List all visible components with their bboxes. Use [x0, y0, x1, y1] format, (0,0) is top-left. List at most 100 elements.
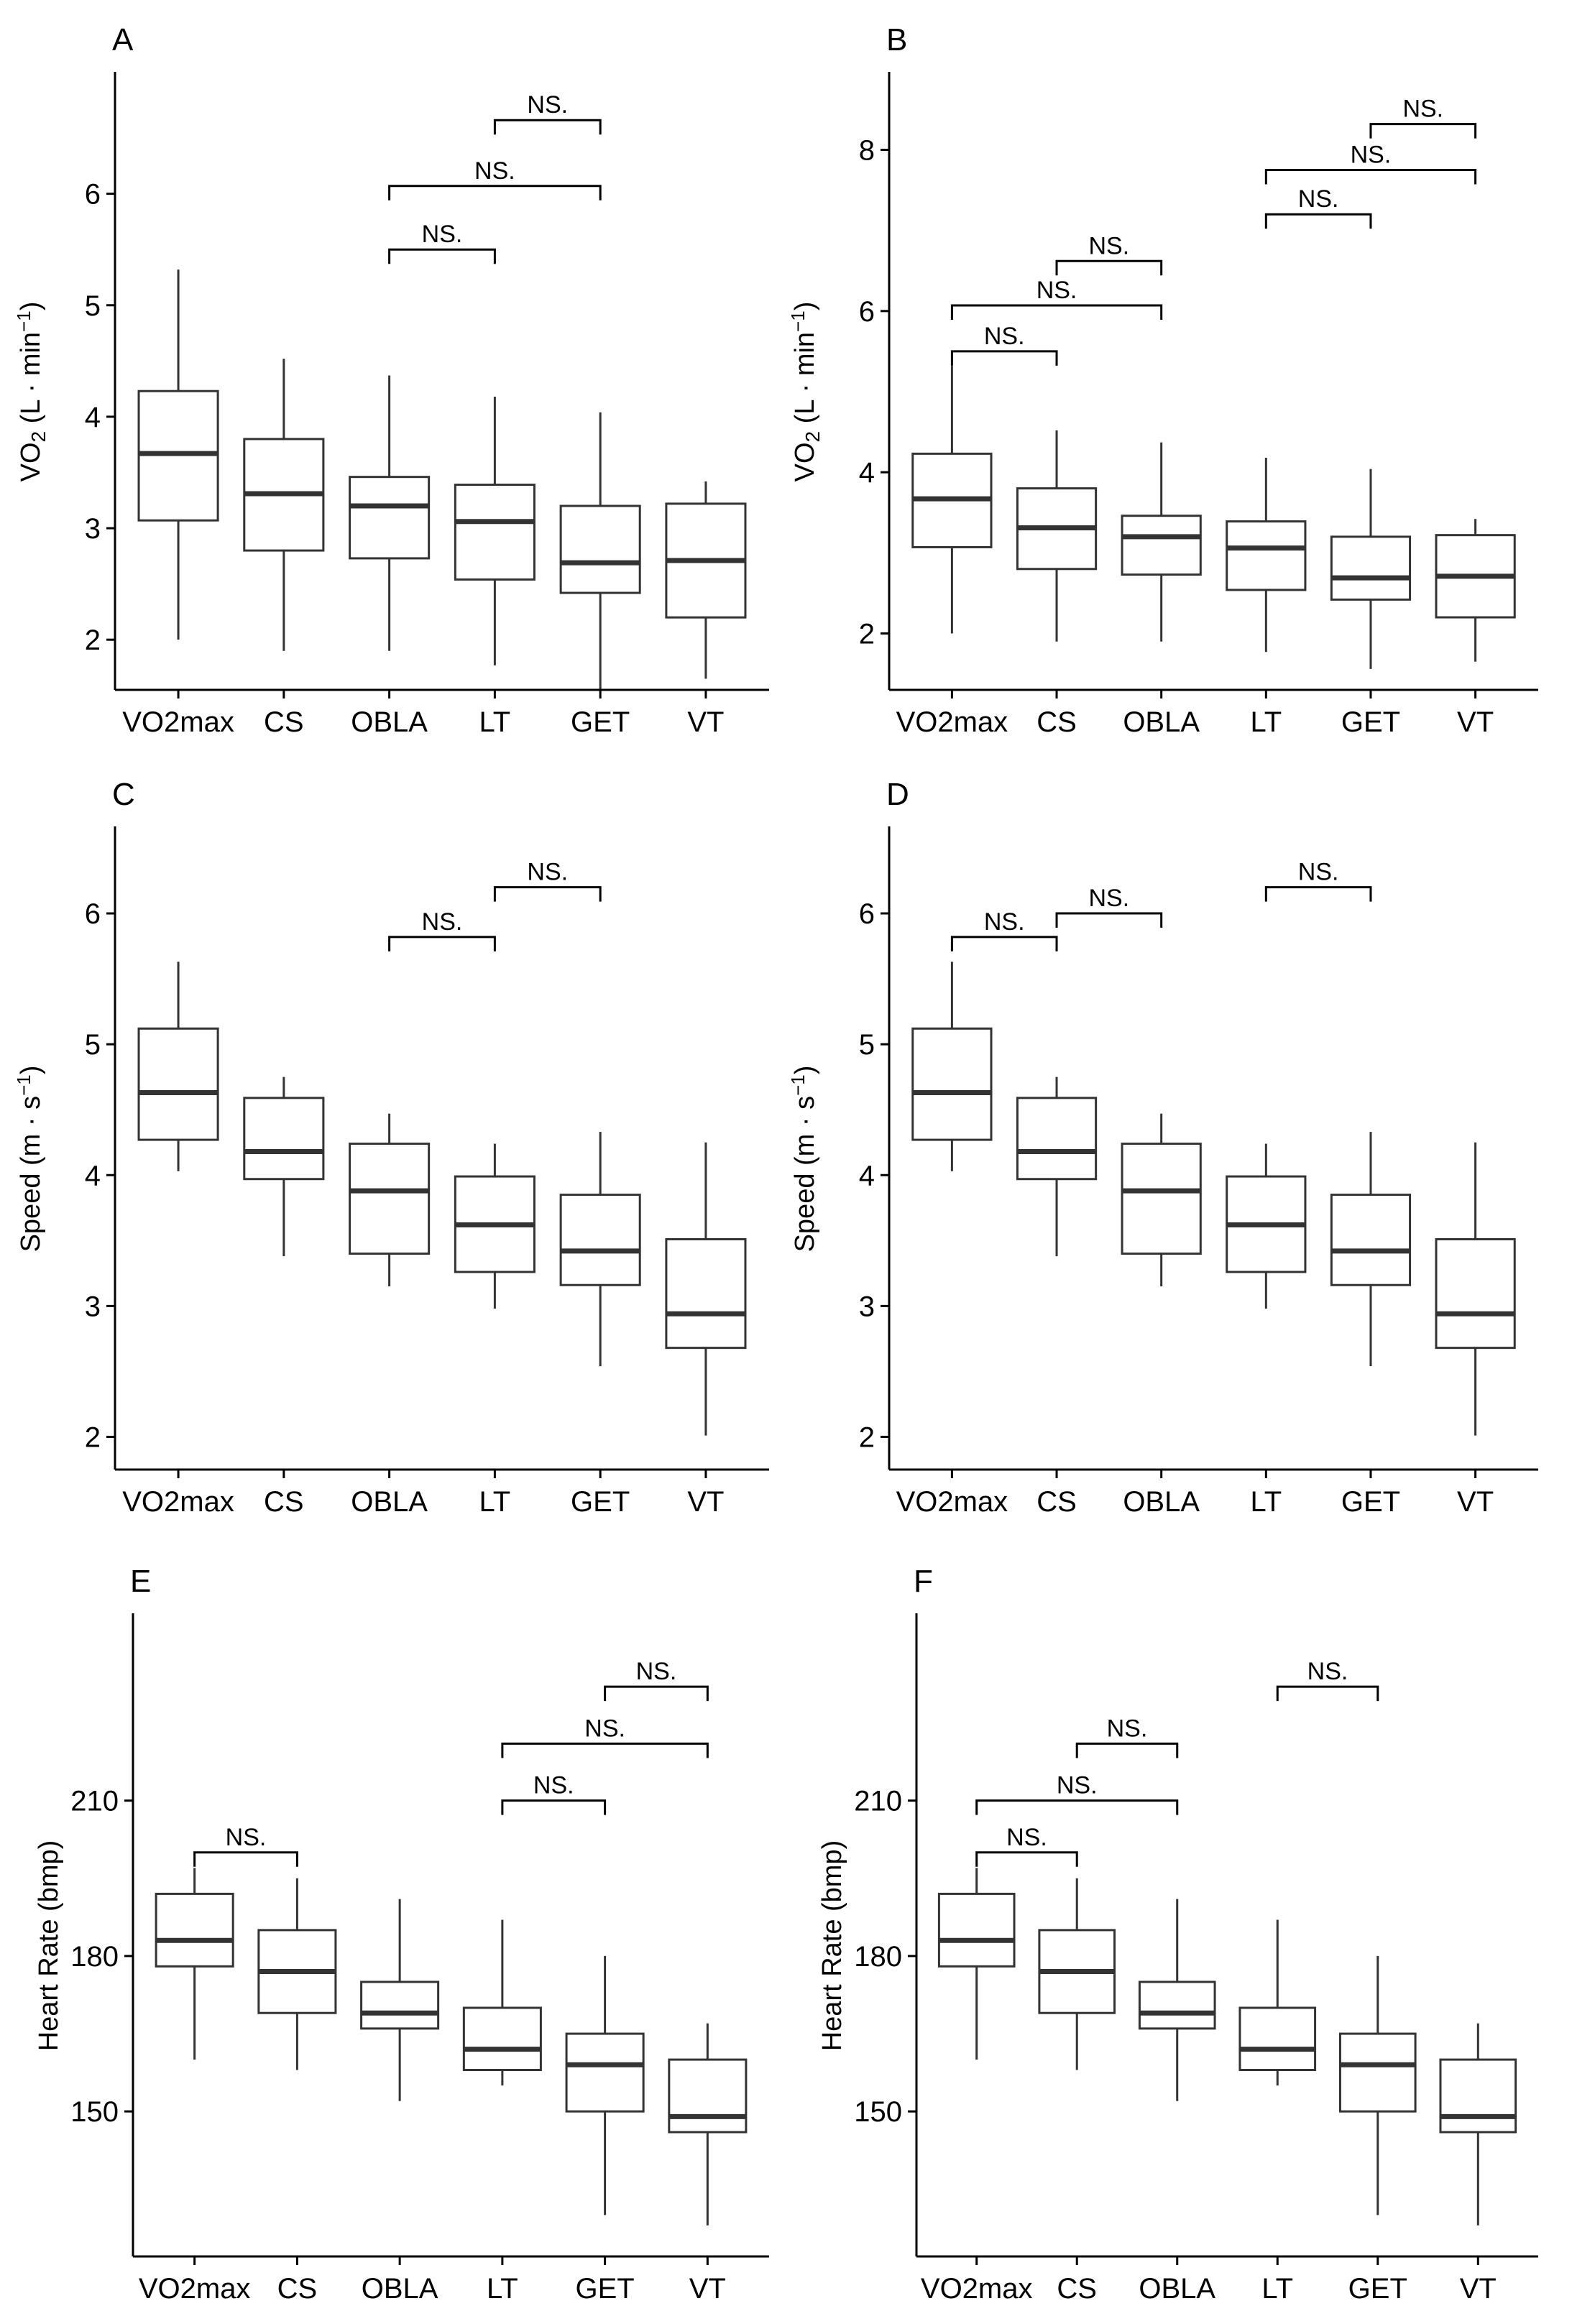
x-tick-label: GET — [571, 1486, 630, 1518]
y-tick-label: 6 — [85, 898, 101, 930]
x-tick-label: LT — [1261, 2273, 1293, 2305]
x-tick-label: CS — [277, 2273, 318, 2305]
y-tick-label: 150 — [854, 2096, 902, 2128]
panel-letter: E — [130, 1564, 151, 1599]
x-tick-label: OBLA — [1139, 2273, 1215, 2305]
iqr-box — [454, 484, 536, 581]
ns-label: NS. — [1057, 1772, 1098, 1799]
ns-label: NS. — [1036, 277, 1077, 304]
ns-annotation: NS. — [1264, 185, 1372, 229]
panel-D: D 2 3 4 5 6 VO2max CS OBLA LT GET VT Speed (m · s−1)… — [787, 777, 1538, 1518]
ns-annotation: NS. — [1055, 232, 1163, 276]
y-tick-label: 5 — [85, 290, 101, 322]
iqr-box — [668, 2058, 748, 2134]
box-obla — [1138, 1899, 1216, 2101]
iqr-box — [665, 1237, 747, 1350]
panel-B: B 2 4 6 8 VO2max CS OBLA LT GET VT VO2 (L · min−1) N… — [787, 22, 1538, 738]
box-vt — [668, 2023, 748, 2226]
x-tick-label: VT — [1457, 1486, 1494, 1518]
panel-letter: A — [112, 22, 134, 57]
y-tick-label: 6 — [859, 296, 875, 328]
ns-label: NS. — [1006, 1824, 1047, 1851]
significance-bracket — [1055, 912, 1163, 928]
box-get — [1338, 1955, 1417, 2215]
box-vo2max — [137, 269, 219, 640]
ns-annotation: NS. — [950, 323, 1058, 366]
y-axis-label: Heart Rate (bmp) — [817, 1840, 847, 2052]
significance-bracket — [388, 248, 496, 264]
ns-annotation: NS. — [501, 1772, 607, 1815]
x-tick-label: CS — [264, 1486, 304, 1518]
significance-bracket — [950, 350, 1058, 366]
box-vt — [1439, 2023, 1517, 2226]
box-obla — [360, 1899, 440, 2101]
ns-annotation: NS. — [604, 1658, 709, 1702]
ns-annotation: NS. — [1055, 885, 1163, 928]
x-tick-label: VO2max — [921, 2273, 1033, 2305]
ns-label: NS. — [527, 859, 568, 886]
box-get — [1330, 1132, 1412, 1367]
ns-annotation: NS. — [1369, 96, 1477, 139]
ns-label: NS. — [422, 908, 463, 936]
significance-bracket — [1369, 123, 1477, 139]
iqr-box — [1016, 1097, 1098, 1181]
panel-letter: B — [886, 22, 907, 57]
ns-annotation: NS. — [493, 859, 602, 902]
ns-label: NS. — [1298, 185, 1339, 213]
iqr-box — [559, 504, 641, 594]
box-lt — [1226, 457, 1307, 653]
x-tick-label: CS — [1057, 2273, 1097, 2305]
iqr-box — [155, 1892, 234, 1968]
panel-F: F 150 180 210 VO2max CS OBLA LT GET VT Heart Rate … — [817, 1564, 1538, 2305]
y-axis-label: Speed (m · s−1) — [787, 1066, 820, 1253]
box-lt — [454, 396, 536, 665]
y-tick-label: 5 — [85, 1029, 101, 1061]
y-tick-label: 180 — [854, 1941, 902, 1973]
iqr-box — [937, 1892, 1016, 1968]
box-cs — [257, 1878, 337, 2070]
box-vo2max — [937, 1868, 1016, 2060]
box-vo2max — [155, 1868, 234, 2060]
ns-label: NS. — [1089, 232, 1130, 259]
ns-label: NS. — [636, 1658, 677, 1685]
significance-bracket — [501, 1742, 709, 1758]
y-tick-label: 5 — [859, 1029, 875, 1061]
significance-bracket — [493, 886, 602, 902]
iqr-box — [1435, 1237, 1516, 1350]
iqr-box — [1338, 2032, 1417, 2113]
y-tick-label: 6 — [85, 179, 101, 211]
significance-bracket — [604, 1685, 709, 1702]
panel-letter: D — [886, 777, 909, 812]
y-axis-label: Speed (m · s−1) — [13, 1066, 46, 1253]
box-vt — [1435, 1142, 1516, 1436]
iqr-box — [1330, 535, 1412, 601]
significance-bracket — [975, 1799, 1179, 1815]
iqr-box — [565, 2032, 645, 2113]
ns-annotation: NS. — [493, 91, 602, 135]
ns-annotation: NS. — [388, 221, 496, 264]
iqr-box — [559, 1194, 641, 1286]
box-lt — [1226, 1143, 1307, 1309]
x-tick-label: OBLA — [1123, 706, 1200, 738]
box-get — [565, 1955, 645, 2215]
box-obla — [1121, 1113, 1202, 1287]
significance-bracket — [1264, 213, 1372, 229]
y-axis-label: Heart Rate (bmp) — [34, 1840, 64, 2052]
box-cs — [1016, 430, 1098, 642]
box-lt — [454, 1143, 536, 1309]
box-get — [559, 1132, 641, 1367]
x-tick-label: OBLA — [351, 706, 428, 738]
ns-label: NS. — [584, 1715, 625, 1742]
ns-annotation: NS. — [975, 1824, 1078, 1867]
ns-annotation: NS. — [950, 277, 1163, 320]
box-get — [1330, 469, 1412, 669]
y-tick-label: 210 — [70, 1786, 119, 1817]
x-tick-label: VT — [1457, 706, 1494, 738]
box-cs — [243, 1076, 325, 1257]
significance-bracket — [950, 936, 1058, 951]
x-tick-label: GET — [1341, 1486, 1400, 1518]
ns-annotation: NS. — [501, 1715, 709, 1758]
significance-bracket — [193, 1851, 298, 1867]
x-tick-label: OBLA — [351, 1486, 428, 1518]
iqr-box — [243, 1097, 325, 1181]
